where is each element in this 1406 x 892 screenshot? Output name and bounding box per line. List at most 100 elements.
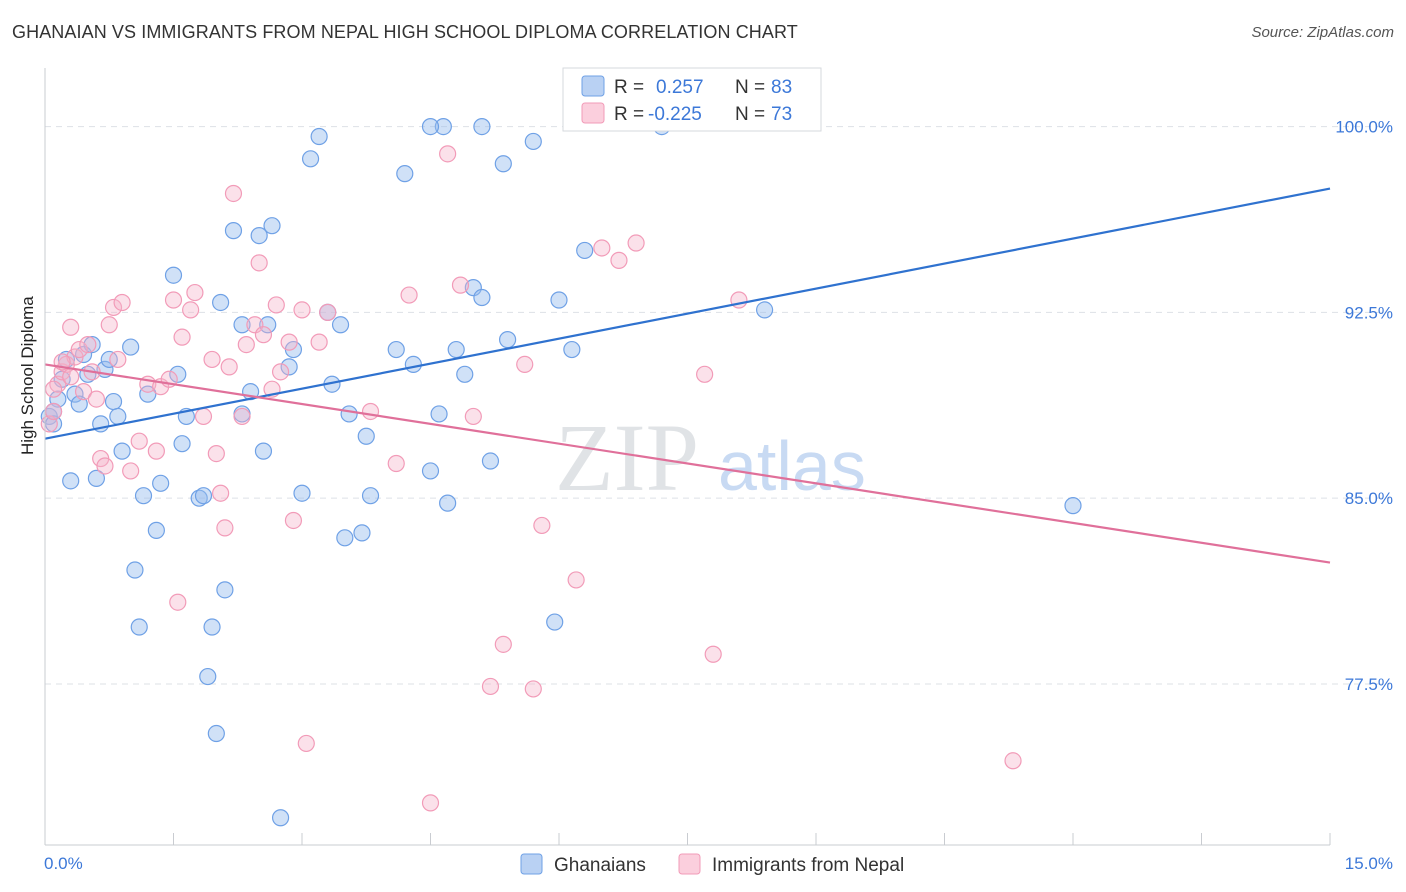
chart-title: GHANAIAN VS IMMIGRANTS FROM NEPAL HIGH S… (12, 22, 798, 42)
nepal-point (284, 511, 303, 530)
nepal-point (79, 335, 97, 354)
nepal-point (147, 442, 165, 460)
ghanaian-point (87, 469, 106, 487)
stats-legend: R = 0.257 N = 83 R = -0.225 N = 73 (562, 67, 822, 132)
ghanaian-point (44, 415, 63, 433)
ghanaian-point (1064, 497, 1082, 515)
nepal-point (173, 328, 191, 346)
nepal-point (44, 380, 63, 398)
ghanaian-point (396, 165, 414, 183)
nepal-point (593, 239, 611, 257)
ghanaian-point (499, 331, 517, 349)
ghanaian-point (421, 462, 440, 480)
ghanaian-point (134, 487, 153, 505)
x-tick-label: 15.0% (1345, 854, 1393, 873)
ghanaian-point (130, 618, 148, 636)
nepal-point (481, 677, 500, 696)
nepal-point (267, 296, 285, 314)
ghanaian-point (310, 127, 328, 146)
ghanaian-point (109, 407, 127, 426)
y-tick-label: 100.0% (1335, 118, 1393, 137)
ghanaian-point (434, 117, 452, 136)
ghanaian-point (430, 405, 448, 423)
ghanaian-point (336, 529, 354, 547)
nepal-point (233, 407, 251, 426)
ghanaian-point (147, 521, 165, 539)
nepal-point (254, 326, 273, 344)
y-tick-label: 85.0% (1345, 489, 1393, 508)
nepal-trend-line (44, 363, 1331, 564)
stats-legend-frame (562, 67, 822, 132)
nepal-point (319, 303, 337, 321)
watermark: ZIP atlas (555, 404, 866, 511)
ghanaian-point (216, 581, 234, 599)
nepal-point (62, 368, 80, 386)
ghanaian-point (259, 316, 277, 334)
nepal-point (400, 286, 418, 304)
nepal-point (1004, 752, 1022, 770)
ghanaian-point (550, 291, 568, 309)
ghanaian-point (83, 335, 101, 354)
stats-r-label-pink: R = (614, 104, 644, 125)
ghanaian-point (563, 340, 581, 359)
ghanaian-point (164, 266, 183, 284)
nepal-point (524, 680, 542, 698)
nepal-point (87, 390, 106, 408)
nepal-point (194, 407, 213, 426)
stats-r-value-blue: 0.257 (656, 77, 704, 98)
stats-swatch-pink (581, 102, 605, 124)
stats-n-label-pink: N = (735, 104, 765, 125)
nepal-point (96, 457, 114, 475)
nepal-point (207, 444, 225, 463)
watermark-atlas: atlas (718, 427, 866, 505)
ghanaian-point (447, 340, 465, 359)
nepal-point (451, 276, 470, 294)
nepal-point (567, 571, 585, 589)
x-tick-label: 0.0% (44, 854, 83, 873)
ghanaian-point (254, 442, 273, 460)
nepal-point (704, 645, 722, 663)
ghanaian-point (152, 474, 170, 492)
nepal-point (421, 794, 440, 812)
ghanaian-point (331, 316, 350, 334)
nepal-point (44, 402, 63, 421)
source-credit: Source: ZipAtlas.com (1251, 24, 1394, 41)
ghanaian-point (203, 618, 221, 636)
stats-n-value-blue: 83 (771, 77, 792, 98)
nepal-point (113, 293, 131, 312)
y-tick-label: 92.5% (1345, 303, 1393, 322)
nepal-point (203, 350, 221, 369)
nepal-point (109, 350, 127, 369)
ghanaian-point (340, 405, 358, 423)
ghanaian-point (233, 316, 251, 334)
stats-r-label-blue: R = (614, 77, 644, 98)
ghanaian-point (361, 487, 380, 505)
series-legend: Ghanaians Immigrants from Nepal (520, 853, 904, 876)
legend-label-ghanaians: Ghanaians (554, 855, 646, 876)
stats-n-label-blue: N = (735, 77, 765, 98)
ghanaian-point (456, 365, 474, 383)
ghanaian-point (212, 293, 230, 312)
nepal-point (224, 184, 243, 203)
nepal-point (297, 734, 315, 753)
ghanaian-point (481, 452, 500, 470)
ghanaian-point (122, 338, 140, 356)
watermark-zip: ZIP (555, 404, 699, 511)
legend-swatch-ghanaians (520, 853, 543, 875)
nepal-point (169, 593, 187, 611)
grid-layer (45, 126, 1390, 685)
nepal-point (494, 635, 512, 653)
legend-label-nepal: Immigrants from Nepal (712, 855, 904, 876)
stats-r-value-pink: -0.225 (648, 104, 702, 125)
nepal-point (186, 283, 204, 302)
nepal-point (610, 251, 628, 269)
nepal-point (310, 333, 328, 351)
nepal-point (250, 254, 268, 272)
y-tick-label: 77.5% (1345, 675, 1393, 694)
ghanaian-point (250, 226, 268, 245)
stats-n-value-pink: 73 (771, 104, 792, 125)
axis-layer: 77.5% 85.0% 92.5% 100.0% 0.0% 15.0% (44, 68, 1393, 873)
ghanaian-point (473, 288, 491, 307)
ghanaian-point (387, 340, 405, 359)
ghanaian-point (173, 435, 191, 453)
